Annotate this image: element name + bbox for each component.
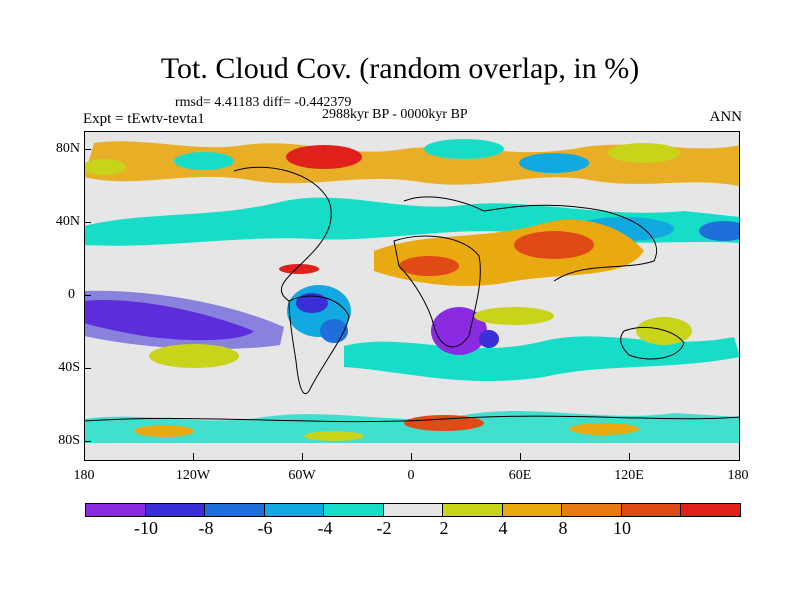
- y-axis-label: 40N: [55, 214, 80, 229]
- y-axis-label: 0: [68, 287, 75, 302]
- y-tick: [84, 295, 91, 296]
- x-tick: [629, 453, 630, 460]
- colorbar-label: 4: [498, 518, 508, 538]
- colorbar-swatch: [621, 504, 682, 516]
- colorbar-swatch: [443, 504, 503, 516]
- x-axis-label: 0: [407, 468, 415, 483]
- colorbar-swatch: [502, 504, 563, 516]
- colorbar-swatch: [264, 504, 325, 516]
- x-axis-label: 120E: [614, 468, 644, 483]
- colorbar-swatch: [145, 504, 206, 516]
- x-axis-label: 120W: [175, 468, 211, 483]
- y-axis-label: 40S: [58, 360, 80, 375]
- y-tick: [84, 368, 91, 369]
- colorbar-swatch: [86, 504, 146, 516]
- x-tick: [302, 453, 303, 460]
- colorbar-swatch: [205, 504, 265, 516]
- map-field: [84, 131, 740, 461]
- plot-title: Tot. Cloud Cov. (random overlap, in %): [160, 52, 640, 85]
- season-label: ANN: [709, 109, 743, 125]
- x-axis-label: 60E: [508, 468, 532, 483]
- colorbar: [85, 503, 741, 517]
- cloud-cover-difference-map: [84, 131, 740, 461]
- y-tick: [84, 222, 91, 223]
- y-tick: [84, 149, 91, 150]
- x-tick: [520, 453, 521, 460]
- y-axis-label: 80N: [55, 141, 80, 156]
- colorbar-label: 8: [558, 518, 568, 538]
- colorbar-label: -4: [317, 518, 333, 538]
- y-axis-label: 80S: [58, 433, 80, 448]
- x-tick: [193, 453, 194, 460]
- colorbar-label: 2: [439, 518, 449, 538]
- colorbar-label: -6: [257, 518, 273, 538]
- y-tick: [84, 441, 91, 442]
- experiment-label: Expt = tEwtv-tevta1: [83, 111, 205, 127]
- time-period: 2988kyr BP - 0000kyr BP: [322, 107, 468, 122]
- colorbar-label: -10: [134, 518, 158, 538]
- colorbar-label: -8: [198, 518, 214, 538]
- colorbar-swatch: [562, 504, 622, 516]
- x-axis-label: 180: [73, 468, 95, 483]
- colorbar-label: 10: [613, 518, 631, 538]
- colorbar-swatch: [681, 504, 741, 516]
- x-axis-label: 60W: [288, 468, 316, 483]
- colorbar-label: -2: [376, 518, 392, 538]
- colorbar-swatch: [324, 504, 384, 516]
- x-axis-label: 180: [727, 468, 749, 483]
- x-tick: [411, 453, 412, 460]
- colorbar-swatch: [383, 504, 444, 516]
- rmsd-diff-stats: rmsd= 4.41183 diff= -0.442379: [175, 95, 352, 110]
